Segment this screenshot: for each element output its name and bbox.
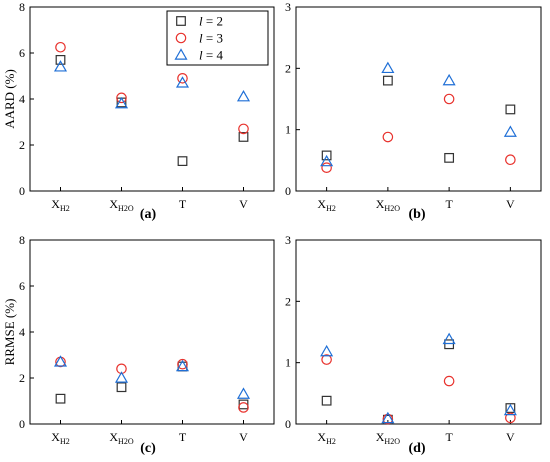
data-point-triangle (53, 60, 68, 72)
y-tick-label: 0 (285, 184, 291, 198)
y-tick-label: 8 (19, 0, 25, 14)
legend: l = 2 l = 3 l = 4 (166, 10, 269, 66)
plot-frame (29, 239, 275, 425)
legend-entry: l = 4 (199, 48, 223, 63)
y-tick-label: 4 (19, 92, 25, 106)
data-point-triangle (236, 387, 251, 399)
y-axis-label: RRMSE (%) (2, 299, 17, 366)
x-tick-label: T (179, 197, 187, 211)
data-point-circle (443, 93, 455, 105)
data-point-triangle (320, 154, 334, 167)
legend-marker-square (176, 16, 186, 26)
panel-c: 0 2 4 6 8 XH2 XH2O T V RRMSE (%) (c) (2, 233, 275, 456)
y-tick-label: 8 (19, 233, 25, 247)
data-point-circle (321, 354, 332, 365)
data-point-circle (177, 358, 188, 370)
data-point-circle (505, 154, 516, 166)
data-point-triangle (503, 403, 517, 416)
data-point-triangle (53, 355, 68, 367)
y-tick-label: 2 (19, 371, 25, 385)
x-tick-label: XH2O (376, 430, 400, 446)
data-point-square (116, 382, 127, 393)
panel-a: 0 2 4 6 8 XH2 XH2O T V AARD (%) (a) l = 2 l = 3 l = 4 (2, 0, 275, 222)
data-point-triangle (175, 359, 190, 372)
x-tick-label: XH2 (317, 197, 335, 213)
y-tick-label: 0 (285, 417, 291, 431)
data-point-circle (116, 92, 127, 104)
x-tick-label: V (239, 430, 248, 444)
data-point-square (55, 393, 66, 404)
x-tick-label: T (445, 430, 453, 444)
data-point-circle (177, 73, 188, 84)
x-tick-label: V (239, 197, 248, 211)
panel-d: 0 1 2 3 XH2 XH2O T V (d) (285, 233, 542, 456)
x-tick-label: XH2 (51, 430, 69, 446)
y-tick-label: 0 (19, 184, 25, 198)
x-tick-label: V (506, 197, 515, 211)
data-point-square (444, 339, 455, 350)
data-point-triangle (114, 371, 129, 383)
data-point-triangle (442, 73, 456, 86)
data-point-circle (443, 375, 455, 387)
data-point-triangle (175, 76, 190, 88)
legend-entry: l = 3 (199, 31, 223, 46)
data-point-triangle (381, 411, 395, 424)
data-point-circle (238, 123, 249, 135)
y-tick-label: 1 (285, 123, 291, 137)
legend-marker-triangle (174, 48, 188, 60)
data-point-triangle (114, 96, 129, 109)
y-tick-label: 4 (19, 325, 25, 339)
data-point-square (55, 54, 66, 65)
y-tick-label: 2 (285, 61, 291, 75)
x-tick-label: XH2O (109, 430, 133, 446)
y-tick-label: 0 (19, 417, 25, 431)
data-point-square (177, 156, 188, 167)
data-point-square (321, 395, 332, 406)
data-point-square (505, 403, 516, 413)
data-point-square (238, 132, 249, 142)
y-tick-label: 6 (19, 46, 25, 60)
data-point-circle (55, 41, 66, 53)
x-tick-label: XH2O (109, 197, 133, 213)
data-point-circle (382, 131, 394, 143)
x-tick-label: XH2 (317, 430, 335, 446)
x-tick-label: T (179, 430, 187, 444)
x-tick-label: T (445, 197, 453, 211)
y-tick-label: 1 (285, 356, 291, 370)
data-point-circle (321, 162, 332, 173)
panel-b: 0 1 2 3 XH2 XH2O T V (b) (285, 0, 542, 222)
data-point-circle (238, 402, 249, 413)
y-axis-label: AARD (%) (2, 69, 17, 129)
y-tick-label: 2 (19, 138, 25, 152)
plot-frame (295, 239, 542, 425)
panel-label: (d) (408, 441, 425, 456)
data-point-triangle (320, 344, 334, 357)
data-point-square (321, 150, 332, 161)
x-tick-label: XH2 (51, 197, 69, 213)
panel-label: (a) (140, 207, 157, 222)
data-point-circle (505, 412, 516, 424)
legend-entry: l = 2 (199, 14, 223, 29)
legend-marker-circle (175, 32, 187, 44)
data-point-square (444, 152, 455, 163)
data-point-circle (382, 413, 394, 425)
data-point-triangle (442, 332, 456, 345)
y-tick-label: 3 (285, 233, 291, 247)
x-tick-label: V (506, 430, 515, 444)
plot-frame (295, 6, 542, 192)
y-tick-label: 3 (285, 0, 291, 14)
data-point-square (505, 104, 516, 115)
panel-label: (b) (408, 207, 425, 222)
x-tick-label: XH2O (376, 197, 400, 213)
y-tick-label: 2 (285, 294, 291, 308)
y-tick-label: 6 (19, 279, 25, 293)
legend-box (166, 10, 269, 66)
data-point-triangle (381, 61, 395, 74)
data-point-square (382, 75, 393, 86)
data-point-triangle (503, 125, 517, 137)
data-point-triangle (236, 89, 251, 102)
panel-label: (c) (140, 441, 156, 456)
